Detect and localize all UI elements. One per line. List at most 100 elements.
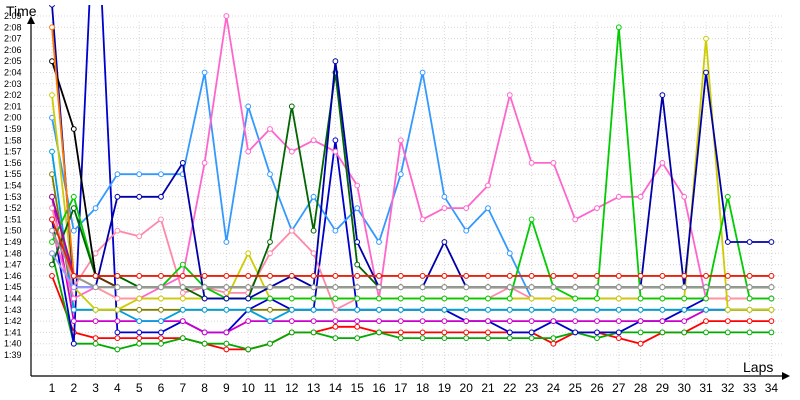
data-point [397,329,404,336]
data-point [245,284,252,291]
data-point [267,250,273,257]
data-point [528,318,535,325]
x-tick-label: 3 [92,381,99,395]
y-tick-label: 1:44 [4,294,22,304]
data-point [528,335,535,342]
data-point [703,329,709,336]
data-point [245,346,252,353]
x-tick-label: 9 [223,381,230,395]
data-point [332,318,339,325]
data-point [441,295,448,302]
data-point [441,329,448,336]
data-point [354,273,361,279]
data-point [594,306,600,313]
data-point [332,284,339,291]
data-point [485,295,491,302]
data-point [506,318,513,325]
x-tick-label: 30 [678,381,692,395]
data-point [223,346,230,353]
series-line [51,151,772,323]
data-point [310,250,317,257]
data-point [158,340,164,347]
data-point [506,335,513,342]
data-point [681,284,688,291]
data-point [354,284,361,291]
data-point [397,171,404,178]
y-tick-label: 2:08 [4,22,22,32]
data-point [332,335,339,342]
y-tick-label: 1:54 [4,181,22,191]
data-point [136,335,143,342]
data-point [136,318,143,325]
x-tick-label: 25 [569,381,583,395]
y-tick-label: 2:03 [4,79,22,89]
data-point [158,306,164,313]
data-point [376,318,382,325]
data-point [158,273,164,279]
data-point [70,273,77,279]
data-point [485,284,491,291]
y-tick-label: 1:56 [4,158,22,168]
x-tick-label: 33 [743,381,757,395]
data-point [158,216,164,223]
data-point [158,295,164,302]
data-point [419,69,426,76]
data-point [397,137,404,144]
data-point [637,193,644,200]
data-point [681,318,688,325]
data-point [615,295,622,302]
data-point [179,306,186,313]
data-point [114,284,121,291]
data-point [223,340,230,347]
data-point [724,318,731,325]
data-point [310,306,317,313]
data-point [354,261,361,268]
data-point [310,193,317,200]
data-point [49,250,55,257]
data-point [49,171,55,178]
y-tick-label: 1:45 [4,282,22,292]
y-tick-label: 2:00 [4,113,22,123]
data-point [485,318,491,325]
data-point [637,329,644,336]
data-point [485,335,491,342]
y-tick-label: 1:50 [4,226,22,236]
x-tick-label: 8 [201,381,208,395]
data-point [506,295,513,302]
y-tick-label: 1:42 [4,316,22,326]
data-point [354,323,361,330]
x-tick-label: 10 [242,381,256,395]
data-point [136,193,143,200]
data-point [376,284,382,291]
data-point [659,318,666,325]
series-14 [49,5,775,302]
data-point [528,329,535,336]
data-point [310,137,317,144]
data-point [419,216,426,223]
data-point [288,148,295,155]
data-point [572,216,579,223]
y-tick-label: 1:59 [4,124,22,134]
series-15 [49,250,775,291]
series-line [51,196,772,334]
data-point [310,273,317,279]
data-point [136,295,143,302]
data-point [659,306,666,313]
y-tick-label: 1:41 [4,327,22,337]
data-point [594,205,600,212]
data-point [528,284,535,291]
data-point [332,58,339,65]
y-tick-label: 2:06 [4,45,22,55]
data-point [70,193,77,200]
data-point [332,227,339,234]
data-point [681,306,688,313]
x-tick-label: 34 [765,381,779,395]
data-point [550,273,557,279]
data-point [419,284,426,291]
data-point [637,306,644,313]
data-point [485,205,491,212]
y-tick-label: 2:09 [4,11,22,21]
data-point [463,318,470,325]
data-point [768,284,775,291]
x-tick-label: 16 [372,381,386,395]
